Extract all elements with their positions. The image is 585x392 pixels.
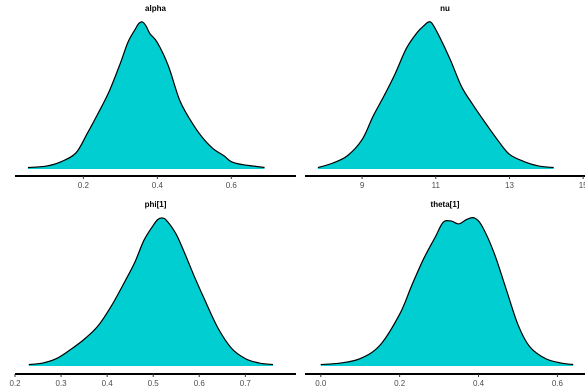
x-tick-label: 0.4 (152, 181, 164, 190)
x-tick-label: 0.3 (56, 379, 68, 388)
density-curve (27, 21, 265, 169)
density-area (27, 21, 265, 170)
density-panel-4: theta[1] 0.0 0.2 0.4 0.6 (305, 200, 585, 388)
x-tick-label: 0.2 (394, 379, 406, 388)
density-panel-1: alpha 0.2 0.4 0.6 (15, 4, 296, 190)
x-tick-label: 0.4 (473, 379, 485, 388)
x-tick-label: 0.2 (9, 379, 21, 388)
x-tick-label: 0.6 (552, 379, 564, 388)
x-tick-label: 9 (360, 181, 365, 190)
density-panel-3: phi[1] 0.2 0.3 0.4 0.5 0.6 0.7 (9, 200, 296, 388)
x-tick-label: 0.5 (148, 379, 160, 388)
x-tick-label: 0.6 (226, 181, 238, 190)
density-area (320, 217, 574, 366)
density-curve (317, 21, 554, 169)
density-curve (28, 217, 274, 366)
density-curve (320, 216, 574, 366)
density-panel-2: nu 9 11 13 15 (305, 4, 585, 190)
x-tick-label: 0.0 (315, 379, 327, 388)
panel-title: nu (440, 4, 450, 13)
panel-title: alpha (145, 4, 166, 13)
x-tick-label: 11 (432, 181, 441, 190)
density-area (317, 21, 554, 170)
x-tick-label: 13 (505, 181, 514, 190)
x-tick-label: 0.4 (102, 379, 114, 388)
panel-title: theta[1] (431, 200, 460, 209)
x-tick-label: 0.6 (194, 379, 206, 388)
x-tick-label: 0.2 (78, 181, 90, 190)
panel-title: phi[1] (145, 200, 167, 209)
x-tick-label: 0.7 (240, 379, 252, 388)
x-tick-label: 15 (579, 181, 585, 190)
density-area (28, 217, 273, 366)
